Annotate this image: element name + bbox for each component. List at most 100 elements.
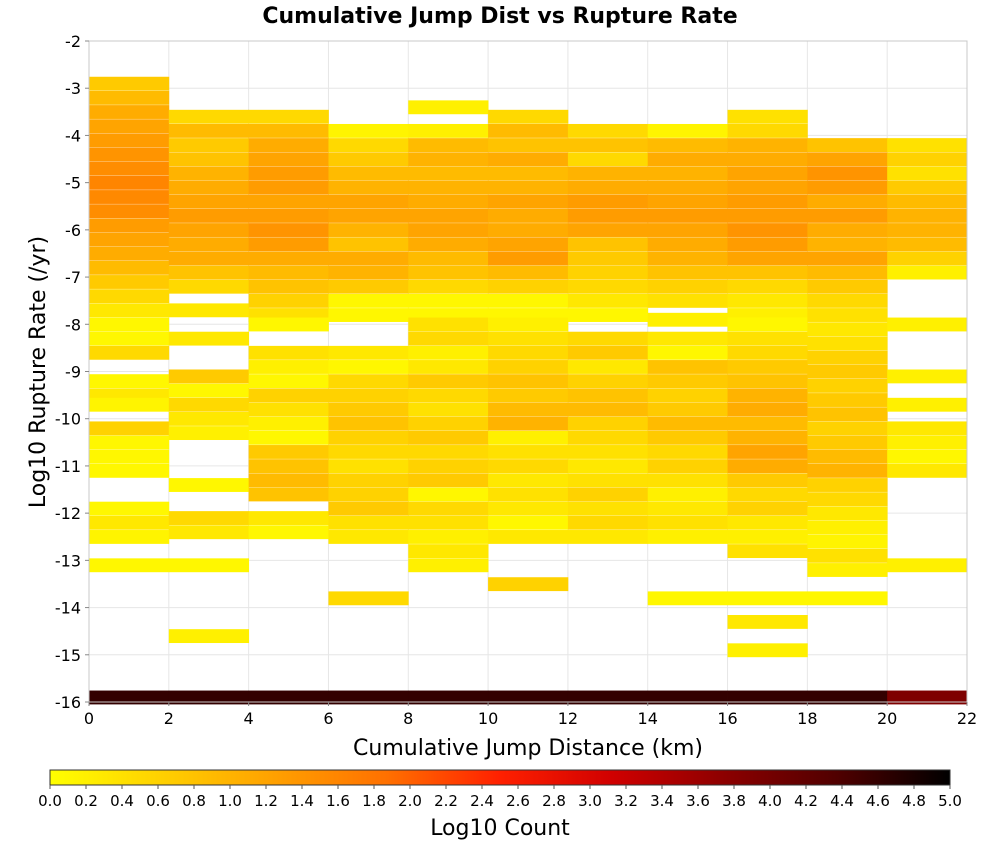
heatmap-cell xyxy=(567,123,649,138)
heatmap-cell xyxy=(168,194,250,209)
heatmap-cell xyxy=(168,237,250,252)
heatmap-cell xyxy=(887,463,968,478)
heatmap-cell xyxy=(567,180,649,195)
heatmap-cell xyxy=(89,303,170,318)
heatmap-cell xyxy=(408,317,489,332)
heatmap-cell xyxy=(168,511,250,525)
heatmap-cell xyxy=(488,487,569,502)
heatmap-cell xyxy=(887,317,968,332)
heatmap-cell xyxy=(248,251,329,266)
heatmap-cell xyxy=(89,204,170,219)
heatmap-cell xyxy=(89,530,170,544)
heatmap-cell xyxy=(807,350,888,365)
heatmap-cell xyxy=(488,430,569,445)
heatmap-cell xyxy=(727,123,808,138)
heatmap-cell xyxy=(328,237,409,252)
heatmap-cell xyxy=(567,430,649,445)
heatmap-cell xyxy=(807,322,888,337)
heatmap-cell xyxy=(168,690,250,705)
y-tick-label: -11 xyxy=(55,457,81,476)
heatmap-cell xyxy=(887,435,968,450)
heatmap-cell xyxy=(408,473,489,488)
heatmap-cell xyxy=(168,411,250,426)
colorbar-tick-label: 3.4 xyxy=(650,792,674,810)
heatmap-cell xyxy=(567,416,649,431)
heatmap-cell xyxy=(408,530,489,544)
heatmap-cell xyxy=(727,279,808,294)
heatmap-cell xyxy=(647,388,728,403)
heatmap-cell xyxy=(887,265,968,280)
y-tick-label: -2 xyxy=(65,32,81,51)
heatmap-cell xyxy=(248,402,329,417)
heatmap-cell xyxy=(248,317,329,332)
heatmap-cell xyxy=(408,265,489,280)
heatmap-cell xyxy=(567,345,649,360)
heatmap-cell xyxy=(727,591,808,606)
heatmap-cell xyxy=(328,430,409,445)
heatmap-cell xyxy=(647,331,728,346)
heatmap-cell xyxy=(488,501,569,516)
heatmap-cell xyxy=(567,388,649,403)
heatmap-cell xyxy=(328,530,409,544)
heatmap-cell xyxy=(328,166,409,181)
heatmap-cell xyxy=(168,223,250,237)
heatmap-cell xyxy=(727,166,808,181)
y-tick-label: -13 xyxy=(55,551,81,570)
heatmap-cell xyxy=(488,445,569,459)
colorbar-tick-label: 2.0 xyxy=(398,792,422,810)
heatmap-cell xyxy=(89,260,170,275)
heatmap-cell xyxy=(248,473,329,488)
heatmap-cell xyxy=(168,331,250,346)
heatmap-cell xyxy=(727,459,808,474)
heatmap-cell xyxy=(567,251,649,266)
heatmap-cell xyxy=(89,218,170,233)
x-tick-label: 12 xyxy=(558,709,578,728)
heatmap-cell xyxy=(887,194,968,209)
heatmap-cell xyxy=(408,194,489,209)
heatmap-cell xyxy=(727,317,808,332)
heatmap-cell xyxy=(887,397,968,412)
heatmap-cell xyxy=(807,492,888,507)
heatmap-cell xyxy=(807,435,888,450)
y-tick-label: -10 xyxy=(55,410,81,429)
heatmap-cell xyxy=(168,152,250,167)
heatmap-cell xyxy=(727,293,808,308)
colorbar-tick-label: 0.0 xyxy=(38,792,62,810)
x-tick-label: 18 xyxy=(797,709,817,728)
heatmap-cell xyxy=(727,501,808,516)
heatmap-cell xyxy=(647,515,728,530)
y-tick-label: -14 xyxy=(55,599,81,618)
heatmap-cell xyxy=(647,501,728,516)
heatmap-cell xyxy=(647,237,728,252)
x-tick-label: 0 xyxy=(84,709,94,728)
heatmap-cell xyxy=(807,251,888,266)
heatmap-cell xyxy=(647,402,728,417)
heatmap-cell xyxy=(807,393,888,407)
heatmap-cell xyxy=(807,563,888,577)
heatmap-cell xyxy=(168,369,250,384)
heatmap-cell xyxy=(328,501,409,516)
heatmap-cell xyxy=(567,138,649,152)
heatmap-cell xyxy=(408,445,489,459)
x-tick-label: 20 xyxy=(877,709,897,728)
heatmap-cell xyxy=(807,166,888,181)
heatmap-cell xyxy=(727,374,808,389)
chart-title: Cumulative Jump Dist vs Rupture Rate xyxy=(262,4,737,29)
heatmap-cell xyxy=(807,336,888,351)
colorbar-tick-label: 2.6 xyxy=(506,792,530,810)
heatmap-cell xyxy=(248,430,329,445)
heatmap-cell xyxy=(647,152,728,167)
heatmap-cell xyxy=(89,501,170,516)
heatmap-cell xyxy=(567,293,649,308)
heatmap-cell xyxy=(807,308,888,322)
heatmap-cell xyxy=(328,445,409,459)
heatmap-cell xyxy=(727,109,808,124)
heatmap-cell xyxy=(567,473,649,488)
heatmap-cell xyxy=(408,345,489,360)
heatmap-cell xyxy=(727,487,808,502)
heatmap-cell xyxy=(248,208,329,223)
heatmap-cell xyxy=(328,293,409,308)
heatmap-cell xyxy=(408,690,489,705)
heatmap-cell xyxy=(89,190,170,204)
heatmap-cell xyxy=(567,530,649,544)
